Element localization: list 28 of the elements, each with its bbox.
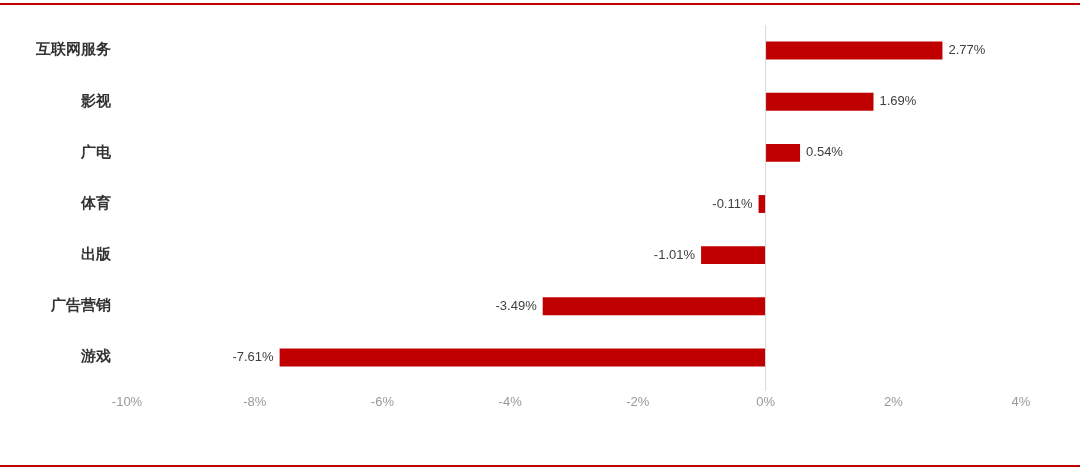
data-label: -7.61% bbox=[232, 349, 275, 365]
y-tick-label: 影视 bbox=[80, 91, 111, 110]
data-label: -1.01% bbox=[653, 246, 696, 262]
x-tick-label: 0% bbox=[756, 394, 776, 410]
y-tick-label: 游戏 bbox=[80, 347, 111, 366]
bar bbox=[279, 348, 766, 367]
data-label: 1.69% bbox=[879, 93, 917, 109]
bar bbox=[701, 246, 766, 265]
y-tick-label: 广电 bbox=[80, 142, 112, 161]
y-tick-label: 体育 bbox=[80, 193, 111, 212]
data-label: 0.54% bbox=[806, 144, 844, 160]
bar bbox=[765, 41, 943, 60]
y-tick-label: 广告营销 bbox=[50, 296, 111, 315]
data-label: 2.77% bbox=[948, 42, 986, 58]
x-tick-label: 2% bbox=[883, 394, 904, 410]
x-tick-label: -2% bbox=[626, 394, 650, 410]
data-label: -3.49% bbox=[495, 297, 538, 313]
x-tick-label: -6% bbox=[370, 394, 395, 410]
x-tick-label: -4% bbox=[498, 394, 523, 410]
y-tick-label: 互联网服务 bbox=[35, 40, 111, 59]
x-tick-label: 4% bbox=[1011, 394, 1031, 410]
data-label: -0.11% bbox=[712, 195, 753, 211]
bar bbox=[765, 92, 874, 111]
x-tick-label: -10% bbox=[111, 394, 143, 410]
bar bbox=[542, 297, 766, 316]
bar bbox=[765, 143, 801, 162]
x-tick-label: -8% bbox=[243, 394, 267, 410]
y-tick-label: 出版 bbox=[81, 245, 112, 264]
